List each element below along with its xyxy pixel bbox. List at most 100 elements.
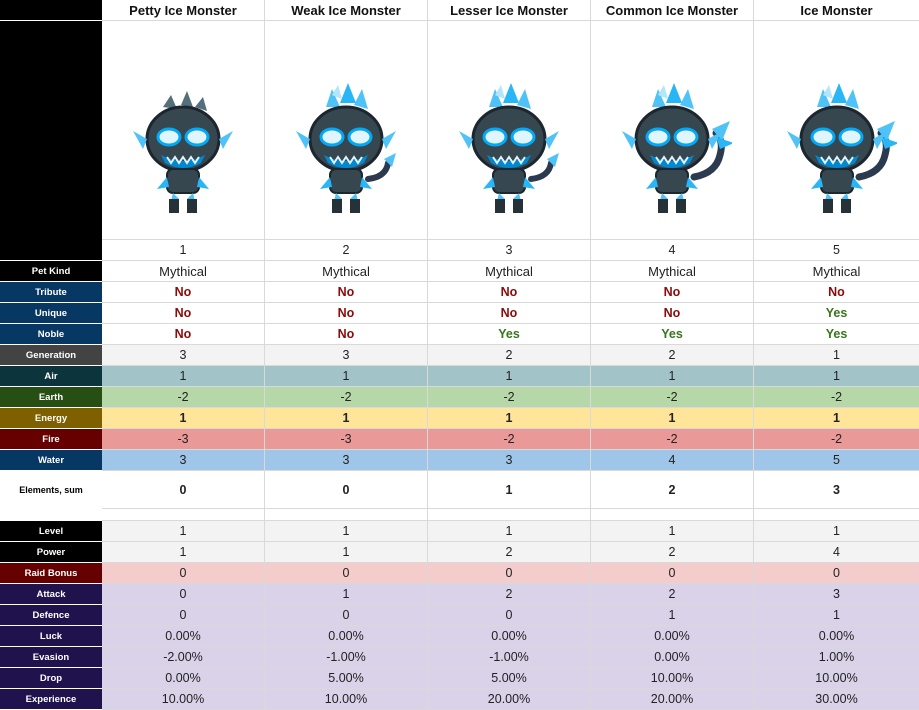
cell-value[interactable]: 30.00% bbox=[754, 689, 919, 710]
cell-value[interactable]: -2 bbox=[754, 387, 919, 408]
cell-value[interactable]: 1 bbox=[265, 521, 428, 542]
cell-value[interactable]: No bbox=[102, 324, 265, 345]
cell-value[interactable]: 10.00% bbox=[102, 689, 265, 710]
cell-value[interactable]: 0 bbox=[102, 605, 265, 626]
cell-value[interactable]: 1 bbox=[428, 521, 591, 542]
cell-value[interactable]: 2 bbox=[591, 345, 754, 366]
cell-value[interactable]: Yes bbox=[591, 324, 754, 345]
cell-value[interactable]: 1 bbox=[102, 521, 265, 542]
cell-value[interactable]: Yes bbox=[754, 324, 919, 345]
cell-value[interactable]: -2 bbox=[428, 429, 591, 450]
cell-value[interactable]: -2 bbox=[102, 387, 265, 408]
cell-value[interactable]: 1.00% bbox=[754, 647, 919, 668]
cell-value[interactable]: 4 bbox=[754, 542, 919, 563]
cell-value[interactable]: No bbox=[591, 282, 754, 303]
cell-value[interactable]: 1 bbox=[754, 366, 919, 387]
cell-value[interactable]: -2 bbox=[428, 387, 591, 408]
cell-value[interactable]: 0 bbox=[102, 471, 265, 509]
cell-value[interactable]: No bbox=[102, 303, 265, 324]
cell-value[interactable] bbox=[102, 509, 265, 521]
cell-value[interactable]: 0.00% bbox=[102, 668, 265, 689]
cell-value[interactable]: 1 bbox=[265, 366, 428, 387]
cell-value[interactable]: 0.00% bbox=[591, 647, 754, 668]
cell-value[interactable]: 0 bbox=[265, 563, 428, 584]
cell-value[interactable]: 1 bbox=[102, 542, 265, 563]
cell-value[interactable]: 0.00% bbox=[754, 626, 919, 647]
cell-value[interactable]: No bbox=[265, 324, 428, 345]
cell-value[interactable]: 10.00% bbox=[265, 689, 428, 710]
cell-value[interactable] bbox=[754, 509, 919, 521]
cell-value[interactable]: Mythical bbox=[591, 261, 754, 282]
cell-value[interactable]: 3 bbox=[754, 471, 919, 509]
cell-value[interactable]: 0.00% bbox=[265, 626, 428, 647]
cell-value[interactable]: No bbox=[265, 303, 428, 324]
cell-value[interactable] bbox=[428, 509, 591, 521]
column-header[interactable]: Petty Ice Monster bbox=[102, 0, 265, 21]
cell-value[interactable]: -2 bbox=[591, 387, 754, 408]
cell-value[interactable]: Yes bbox=[428, 324, 591, 345]
cell-value[interactable]: 0.00% bbox=[428, 626, 591, 647]
cell-value[interactable]: 0 bbox=[265, 605, 428, 626]
cell-value[interactable]: -1.00% bbox=[428, 647, 591, 668]
cell-value[interactable]: 1 bbox=[428, 408, 591, 429]
cell-value[interactable]: 2 bbox=[591, 584, 754, 605]
cell-value[interactable]: 5.00% bbox=[428, 668, 591, 689]
cell-value[interactable]: 0 bbox=[754, 563, 919, 584]
cell-value[interactable]: No bbox=[591, 303, 754, 324]
cell-value[interactable]: Mythical bbox=[428, 261, 591, 282]
cell-value[interactable]: 2 bbox=[591, 542, 754, 563]
column-header[interactable]: Weak Ice Monster bbox=[265, 0, 428, 21]
cell-value[interactable]: 2 bbox=[428, 345, 591, 366]
cell-value[interactable]: 0.00% bbox=[591, 626, 754, 647]
cell-value[interactable]: -1.00% bbox=[265, 647, 428, 668]
cell-value[interactable]: 5.00% bbox=[265, 668, 428, 689]
cell-value[interactable]: Yes bbox=[754, 303, 919, 324]
cell-value[interactable]: 0 bbox=[265, 471, 428, 509]
cell-value[interactable]: 20.00% bbox=[428, 689, 591, 710]
cell-value[interactable]: 2 bbox=[428, 584, 591, 605]
cell-value[interactable]: No bbox=[265, 282, 428, 303]
cell-value[interactable]: 0.00% bbox=[102, 626, 265, 647]
cell-value[interactable]: 1 bbox=[428, 471, 591, 509]
cell-value[interactable]: 3 bbox=[428, 450, 591, 471]
cell-value[interactable]: 3 bbox=[102, 345, 265, 366]
cell-value[interactable]: 1 bbox=[265, 408, 428, 429]
cell-value[interactable] bbox=[265, 509, 428, 521]
cell-value[interactable]: -2 bbox=[265, 387, 428, 408]
cell-value[interactable]: 2 bbox=[428, 542, 591, 563]
cell-value[interactable]: 5 bbox=[754, 450, 919, 471]
cell-value[interactable]: -2 bbox=[591, 429, 754, 450]
cell-value[interactable]: No bbox=[754, 282, 919, 303]
cell-value[interactable]: 1 bbox=[265, 542, 428, 563]
cell-value[interactable]: 1 bbox=[591, 521, 754, 542]
cell-value[interactable]: 1 bbox=[102, 408, 265, 429]
cell-value[interactable]: 1 bbox=[754, 345, 919, 366]
cell-value[interactable]: No bbox=[428, 282, 591, 303]
cell-value[interactable]: Mythical bbox=[265, 261, 428, 282]
cell-value[interactable]: 3 bbox=[754, 584, 919, 605]
cell-value[interactable]: 1 bbox=[428, 366, 591, 387]
cell-value[interactable]: No bbox=[102, 282, 265, 303]
cell-value[interactable]: No bbox=[428, 303, 591, 324]
cell-value[interactable]: 1 bbox=[754, 521, 919, 542]
cell-value[interactable]: 4 bbox=[591, 450, 754, 471]
cell-value[interactable] bbox=[591, 509, 754, 521]
cell-value[interactable]: 1 bbox=[102, 366, 265, 387]
cell-value[interactable]: 0 bbox=[428, 605, 591, 626]
column-header[interactable]: Ice Monster bbox=[754, 0, 919, 21]
cell-value[interactable]: 0 bbox=[428, 563, 591, 584]
column-header[interactable]: Lesser Ice Monster bbox=[428, 0, 591, 21]
cell-value[interactable]: 3 bbox=[265, 450, 428, 471]
cell-value[interactable]: -2.00% bbox=[102, 647, 265, 668]
cell-value[interactable]: 10.00% bbox=[754, 668, 919, 689]
cell-value[interactable]: 0 bbox=[591, 563, 754, 584]
cell-value[interactable]: 1 bbox=[754, 408, 919, 429]
cell-value[interactable]: 1 bbox=[754, 605, 919, 626]
cell-value[interactable]: 1 bbox=[591, 366, 754, 387]
cell-value[interactable]: 0 bbox=[102, 584, 265, 605]
cell-value[interactable]: 0 bbox=[102, 563, 265, 584]
cell-value[interactable]: 3 bbox=[102, 450, 265, 471]
cell-value[interactable]: 1 bbox=[591, 605, 754, 626]
cell-value[interactable]: 3 bbox=[265, 345, 428, 366]
cell-value[interactable]: 20.00% bbox=[591, 689, 754, 710]
